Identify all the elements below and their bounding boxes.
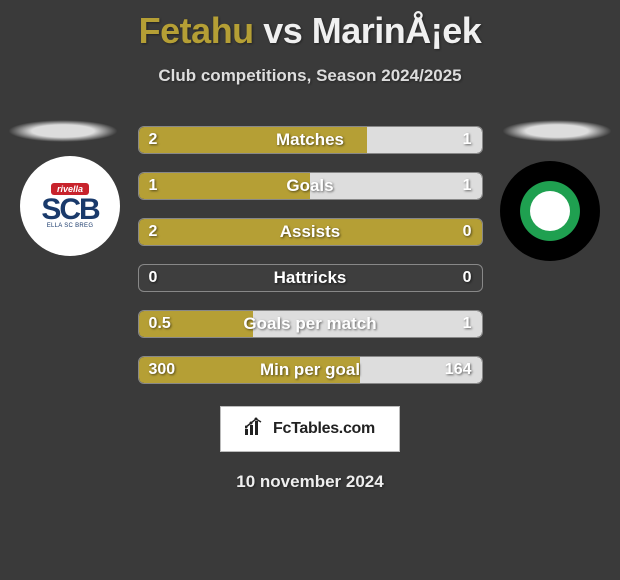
site-logo[interactable]: FcTables.com (220, 406, 400, 452)
footer-date: 10 november 2024 (0, 472, 620, 492)
stat-row: 21Matches (138, 126, 483, 154)
stat-row: 20Assists (138, 218, 483, 246)
logo-main-text: SCB (41, 193, 98, 227)
stat-row: 300164Min per goal (138, 356, 483, 384)
stat-bars-container: 21Matches 11Goals 20Assists 00Hattricks 0.51… (138, 126, 483, 384)
stat-label: Assists (139, 222, 482, 242)
logo-shadow-left (8, 120, 118, 142)
stat-label: Goals (139, 176, 482, 196)
chart-icon (245, 417, 267, 441)
stat-label: Min per goal (139, 360, 482, 380)
logo-shadow-right (502, 120, 612, 142)
stats-area: rivella SCB ELLA SC BREG 21Matches 11Goal… (0, 126, 620, 384)
team-logo-right (500, 161, 600, 261)
logo-sub-text: ELLA SC BREG (47, 223, 94, 229)
stat-row: 11Goals (138, 172, 483, 200)
team-logo-left-inner: rivella SCB ELLA SC BREG (33, 179, 108, 234)
subtitle: Club competitions, Season 2024/2025 (0, 66, 620, 86)
site-name: FcTables.com (273, 420, 375, 438)
stat-row: 00Hattricks (138, 264, 483, 292)
player2-name: MarinÅ¡ek (312, 10, 482, 51)
stat-label: Matches (139, 130, 482, 150)
player1-name: Fetahu (139, 10, 254, 51)
page-title: Fetahu vs MarinÅ¡ek (0, 0, 620, 52)
team-logo-left: rivella SCB ELLA SC BREG (20, 156, 120, 256)
team-logo-right-inner (515, 176, 585, 246)
stat-row: 0.51Goals per match (138, 310, 483, 338)
vs-text: vs (263, 10, 302, 51)
stat-label: Goals per match (139, 314, 482, 334)
stat-label: Hattricks (139, 268, 482, 288)
